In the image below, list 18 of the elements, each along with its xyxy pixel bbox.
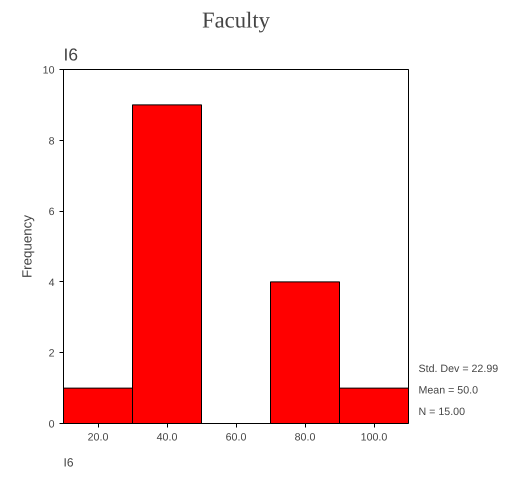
x-tick-label: 60.0 — [226, 432, 246, 444]
y-tick-label: 0 — [48, 418, 55, 430]
x-tick-label: 20.0 — [88, 432, 108, 444]
y-tick-label: 6 — [48, 206, 55, 218]
text: Std. Dev = 22.99 — [418, 362, 498, 375]
x-tick-label: 40.0 — [156, 432, 178, 444]
text: N = 15.00 — [418, 406, 466, 418]
y-tick-label: 10 — [42, 64, 55, 76]
y-tick-label: 8 — [48, 135, 55, 148]
y-tick-label: 4 — [48, 276, 55, 289]
text: Mean = 50.0 — [418, 384, 478, 397]
chart-title: Faculty — [202, 8, 271, 32]
x-tick-label: 100.0 — [360, 432, 388, 444]
y-tick-label: 2 — [48, 348, 55, 360]
chart-subtitle: I6 — [64, 44, 78, 64]
x-axis-title: I6 — [64, 456, 74, 470]
x-tick-label: 80.0 — [294, 432, 316, 444]
y-axis-title: Frequency — [20, 214, 35, 278]
